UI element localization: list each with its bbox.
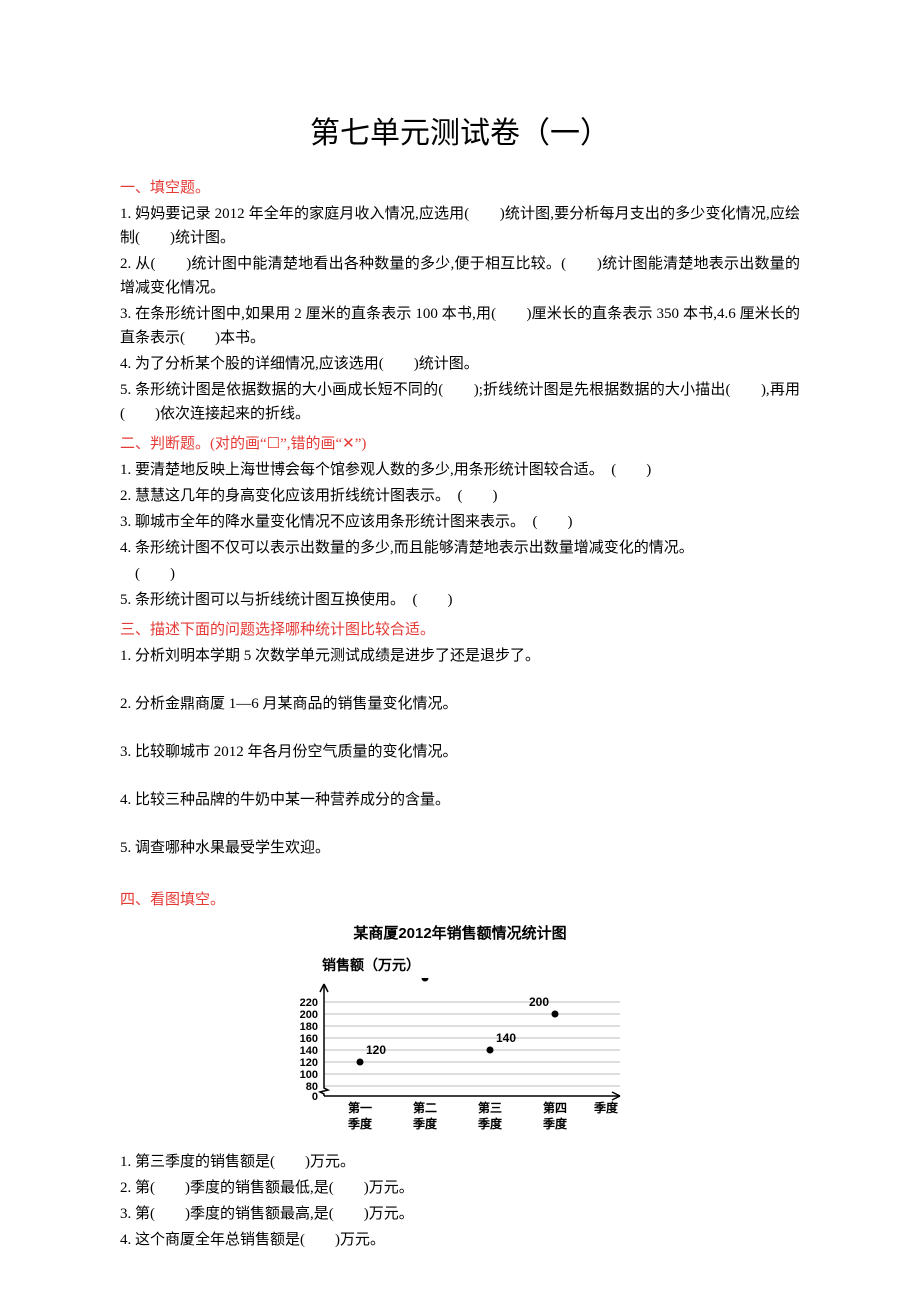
svg-text:季度: 季度 (412, 1116, 438, 1131)
section-1-heading: 一、填空题。 (120, 176, 800, 200)
svg-text:第三: 第三 (478, 1100, 502, 1115)
s4-q4: 4. 这个商厦全年总销售额是( )万元。 (120, 1228, 800, 1252)
s1-q2: 2. 从( )统计图中能清楚地看出各种数量的多少,便于相互比较。( )统计图能清… (120, 252, 800, 300)
chart-ylabel: 销售额（万元） (322, 954, 670, 976)
s1-q5: 5. 条形统计图是依据数据的大小画成长短不同的( );折线统计图是先根据数据的大… (120, 378, 800, 426)
svg-text:120: 120 (300, 1057, 318, 1069)
svg-text:第一: 第一 (348, 1100, 372, 1115)
svg-text:季度: 季度 (477, 1116, 503, 1131)
s4-q2: 2. 第( )季度的销售额最低,是( )万元。 (120, 1176, 800, 1200)
s3-q3: 3. 比较聊城市 2012 年各月份空气质量的变化情况。 (120, 740, 800, 764)
s2-q2: 2. 慧慧这几年的身高变化应该用折线统计图表示。 ( ) (120, 484, 800, 508)
svg-text:120: 120 (366, 1043, 386, 1057)
svg-text:第四: 第四 (543, 1100, 567, 1115)
chart-canvas: 080100120140160180200220120150140200第一季度… (260, 978, 660, 1148)
chart-title: 某商厦2012年销售额情况统计图 (250, 922, 670, 946)
svg-text:第二: 第二 (413, 1100, 437, 1115)
svg-text:季度: 季度 (593, 1100, 619, 1115)
sales-chart: 某商厦2012年销售额情况统计图 销售额（万元） 080100120140160… (250, 922, 670, 1148)
svg-text:180: 180 (300, 1021, 318, 1033)
page-title: 第七单元测试卷（一） (120, 110, 800, 158)
section-4-heading: 四、看图填空。 (120, 888, 800, 912)
s3-q1: 1. 分析刘明本学期 5 次数学单元测试成绩是进步了还是退步了。 (120, 644, 800, 668)
svg-text:80: 80 (306, 1081, 318, 1093)
s3-q2: 2. 分析金鼎商厦 1—6 月某商品的销售量变化情况。 (120, 692, 800, 716)
s1-q3: 3. 在条形统计图中,如果用 2 厘米的直条表示 100 本书,用( )厘米长的… (120, 302, 800, 350)
s2-q3: 3. 聊城市全年的降水量变化情况不应该用条形统计图来表示。 ( ) (120, 510, 800, 534)
svg-text:160: 160 (300, 1033, 318, 1045)
s2-q1: 1. 要清楚地反映上海世博会每个馆参观人数的多少,用条形统计图较合适。 ( ) (120, 458, 800, 482)
svg-text:100: 100 (300, 1069, 318, 1081)
s2-q4-paren: ( ) (120, 562, 800, 586)
s2-q5: 5. 条形统计图可以与折线统计图互换使用。 ( ) (120, 588, 800, 612)
s1-q1: 1. 妈妈要记录 2012 年全年的家庭月收入情况,应选用( )统计图,要分析每… (120, 202, 800, 250)
svg-text:140: 140 (496, 1031, 516, 1045)
s1-q4: 4. 为了分析某个股的详细情况,应该选用( )统计图。 (120, 352, 800, 376)
s3-q4: 4. 比较三种品牌的牛奶中某一种营养成分的含量。 (120, 788, 800, 812)
section-3-heading: 三、描述下面的问题选择哪种统计图比较合适。 (120, 618, 800, 642)
s3-q5: 5. 调查哪种水果最受学生欢迎。 (120, 836, 800, 860)
s2-q4: 4. 条形统计图不仅可以表示出数量的多少,而且能够清楚地表示出数量增减变化的情况… (120, 536, 800, 560)
svg-text:200: 200 (300, 1009, 318, 1021)
s4-q1: 1. 第三季度的销售额是( )万元。 (120, 1150, 800, 1174)
svg-text:220: 220 (300, 997, 318, 1009)
svg-text:150: 150 (431, 978, 451, 981)
s4-q3: 3. 第( )季度的销售额最高,是( )万元。 (120, 1202, 800, 1226)
svg-text:季度: 季度 (347, 1116, 373, 1131)
svg-text:季度: 季度 (542, 1116, 568, 1131)
svg-text:140: 140 (300, 1045, 318, 1057)
section-2-heading: 二、判断题。(对的画“☐”,错的画“✕”) (120, 432, 800, 456)
svg-text:200: 200 (529, 995, 549, 1009)
